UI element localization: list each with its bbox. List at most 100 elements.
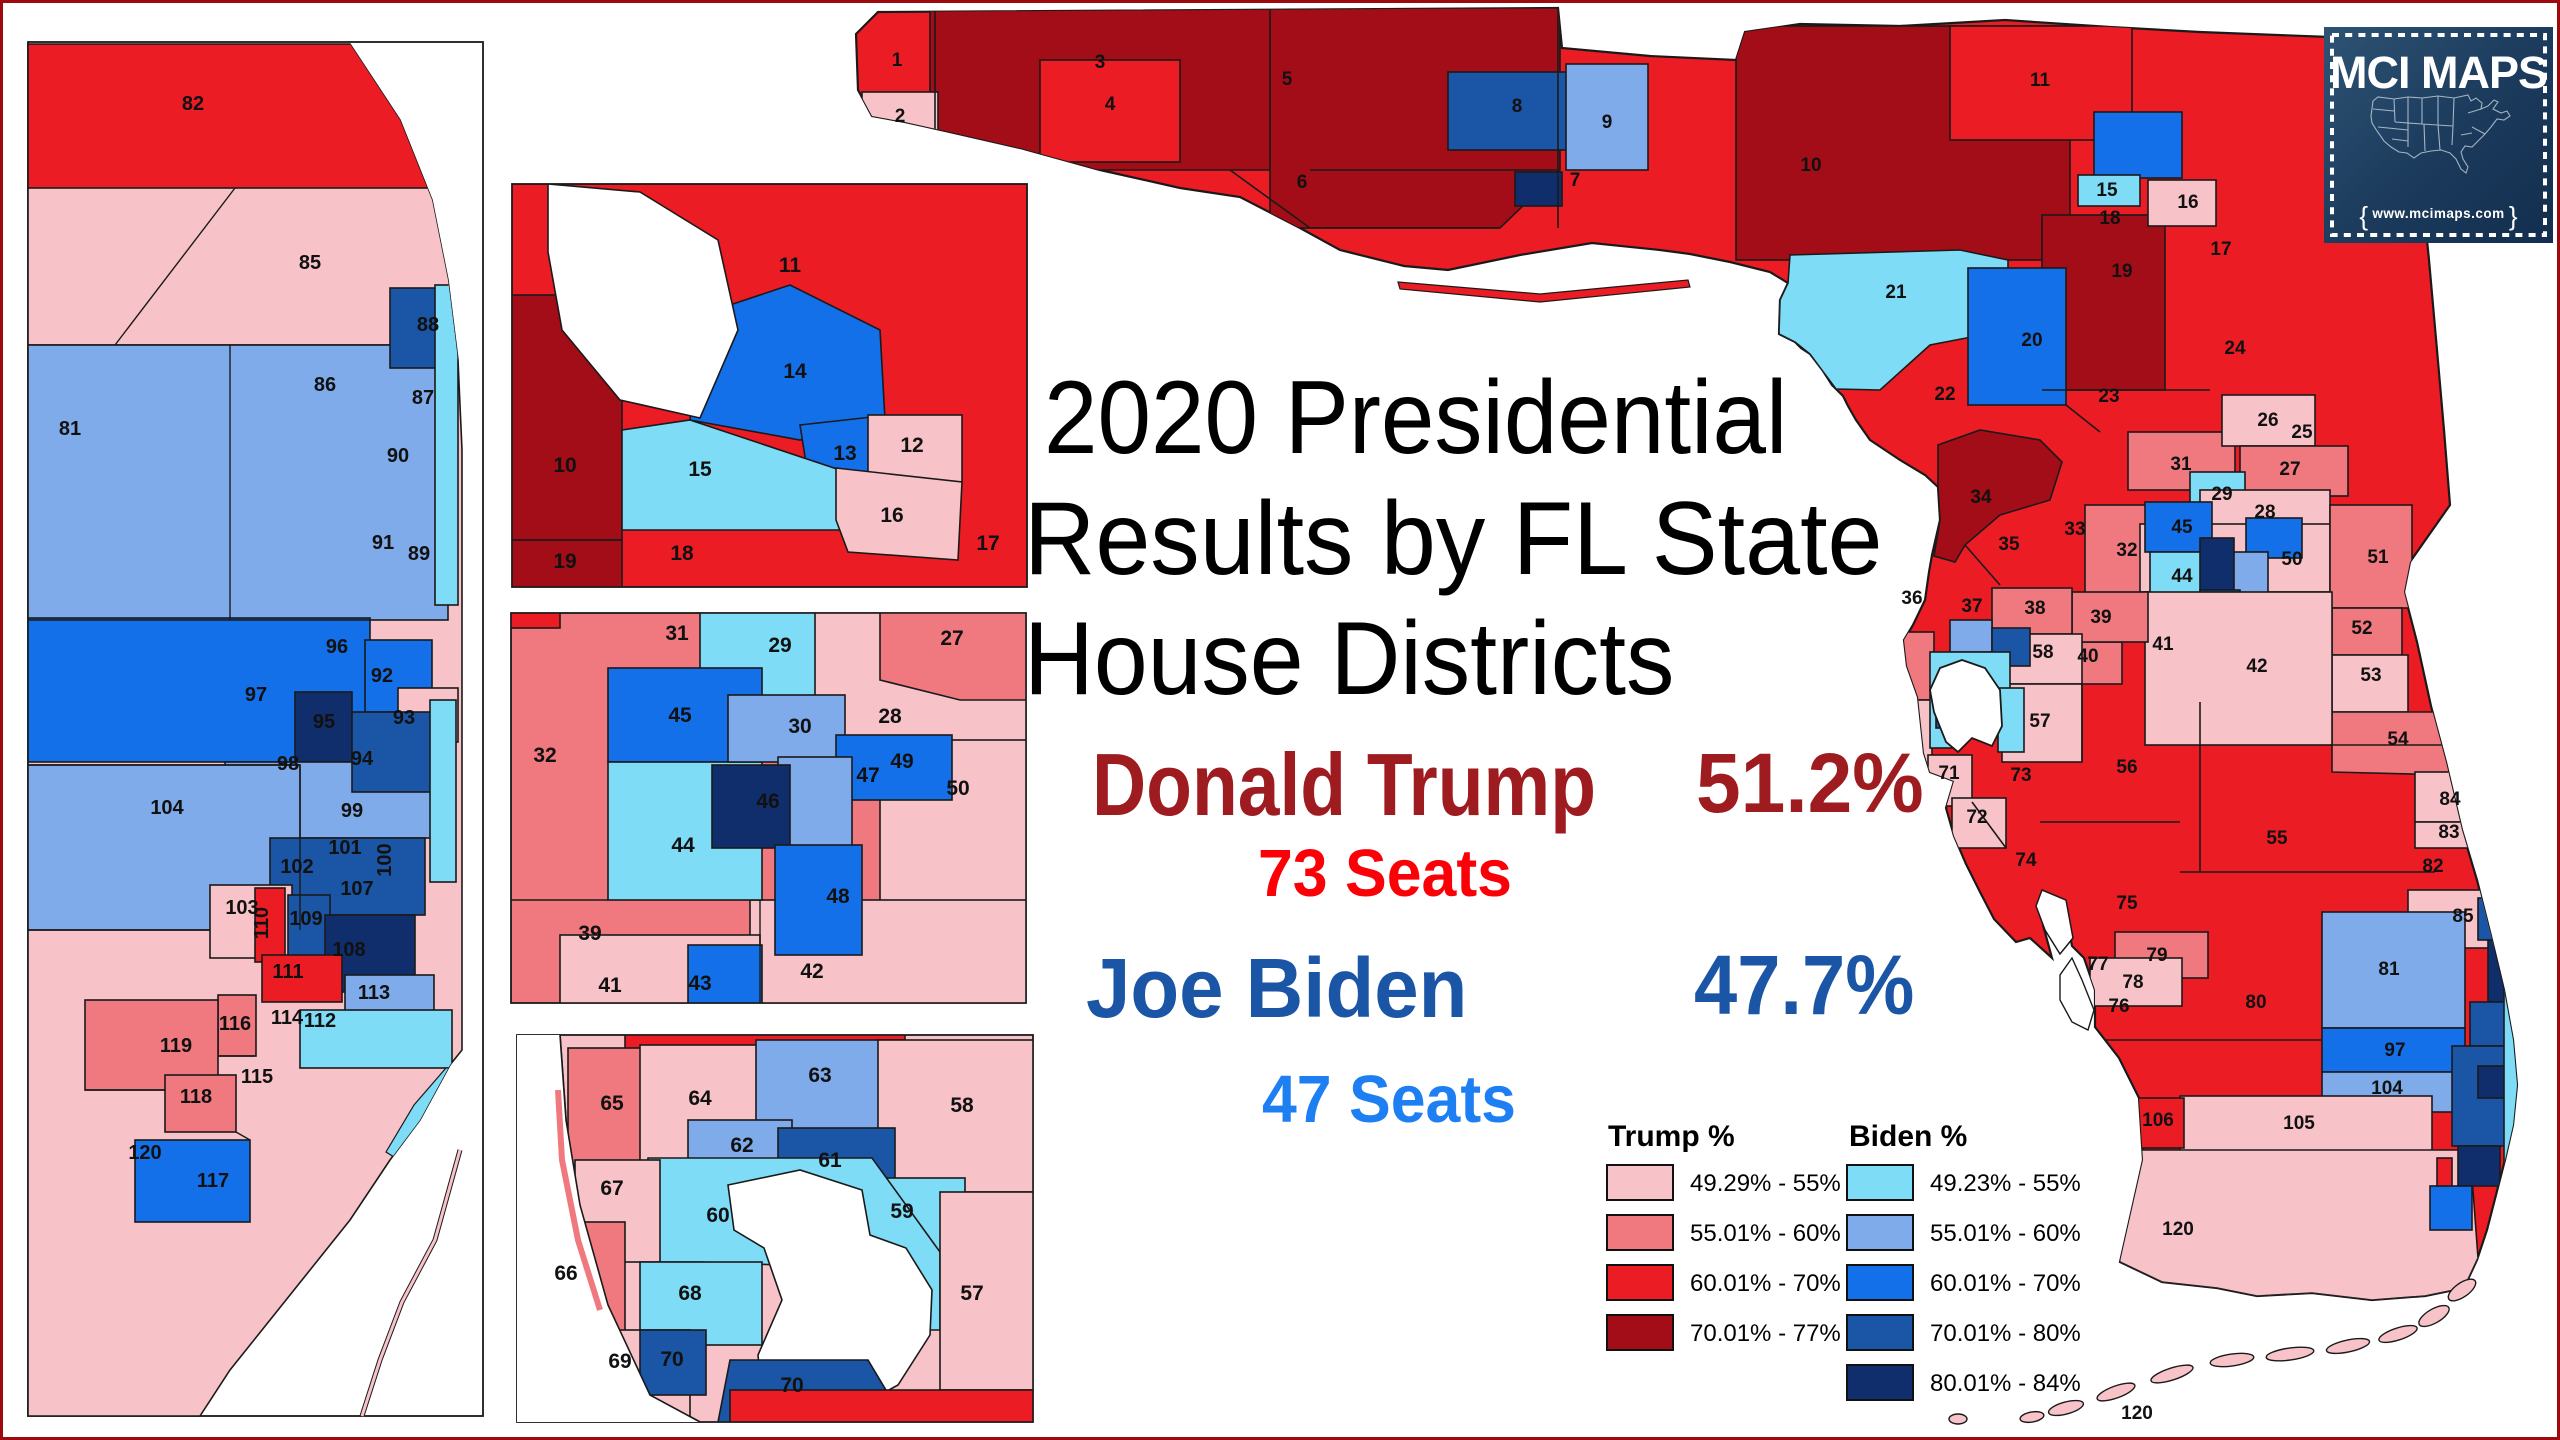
svg-text:44: 44 — [2171, 566, 2193, 587]
svg-text:42: 42 — [800, 960, 823, 983]
svg-text:104: 104 — [2371, 1078, 2403, 1099]
svg-text:98: 98 — [277, 753, 299, 775]
svg-text:48: 48 — [826, 885, 850, 908]
svg-text:17: 17 — [976, 532, 999, 555]
svg-text:57: 57 — [2029, 711, 2050, 732]
svg-text:109: 109 — [289, 908, 322, 930]
svg-text:33: 33 — [2064, 519, 2085, 540]
svg-text:55: 55 — [2266, 828, 2288, 849]
svg-text:69: 69 — [608, 1350, 631, 1373]
svg-text:4: 4 — [1105, 94, 1116, 115]
svg-text:52: 52 — [2351, 618, 2372, 639]
svg-text:27: 27 — [2279, 459, 2300, 480]
svg-text:84: 84 — [2439, 789, 2461, 810]
svg-text:5: 5 — [1282, 69, 1293, 90]
svg-text:51: 51 — [2367, 547, 2389, 568]
svg-text:105: 105 — [2283, 1113, 2315, 1134]
svg-text:30: 30 — [788, 715, 811, 738]
svg-text:79: 79 — [2146, 945, 2167, 966]
svg-text:2: 2 — [895, 106, 906, 127]
svg-text:10: 10 — [1800, 155, 1821, 176]
svg-text:47: 47 — [856, 764, 879, 787]
svg-text:32: 32 — [2116, 540, 2137, 561]
svg-text:10: 10 — [553, 454, 576, 477]
svg-text:106: 106 — [2142, 1110, 2174, 1131]
svg-text:36: 36 — [1901, 588, 1922, 609]
svg-text:39: 39 — [2090, 607, 2111, 628]
svg-text:41: 41 — [2152, 634, 2174, 655]
svg-text:100: 100 — [374, 843, 396, 876]
svg-text:74: 74 — [2015, 850, 2037, 871]
svg-text:40: 40 — [2077, 646, 2098, 667]
svg-text:12: 12 — [900, 434, 923, 457]
svg-text:97: 97 — [245, 684, 267, 706]
svg-text:39: 39 — [578, 922, 601, 945]
svg-text:102: 102 — [280, 856, 313, 878]
svg-text:26: 26 — [2257, 410, 2278, 431]
svg-text:94: 94 — [351, 748, 374, 770]
svg-text:50: 50 — [2281, 549, 2302, 570]
svg-text:115: 115 — [241, 1066, 273, 1088]
svg-text:32: 32 — [533, 744, 556, 767]
svg-text:82: 82 — [182, 93, 204, 115]
svg-text:101: 101 — [328, 837, 361, 859]
svg-text:38: 38 — [2024, 598, 2045, 619]
svg-text:23: 23 — [2098, 386, 2119, 407]
svg-text:29: 29 — [768, 634, 791, 657]
svg-text:22: 22 — [1934, 384, 1955, 405]
svg-text:44: 44 — [671, 834, 695, 857]
svg-text:116: 116 — [219, 1013, 251, 1035]
svg-text:15: 15 — [2096, 180, 2118, 201]
svg-text:6: 6 — [1297, 172, 1308, 193]
svg-text:68: 68 — [678, 1282, 702, 1305]
svg-text:97: 97 — [2384, 1040, 2405, 1061]
svg-text:45: 45 — [2171, 517, 2193, 538]
svg-text:82: 82 — [2422, 856, 2443, 877]
svg-text:15: 15 — [688, 458, 712, 481]
svg-text:120: 120 — [2121, 1403, 2153, 1424]
svg-text:93: 93 — [393, 707, 415, 729]
svg-text:70: 70 — [660, 1348, 683, 1371]
svg-text:71: 71 — [1938, 763, 1960, 784]
svg-text:57: 57 — [960, 1282, 983, 1305]
svg-text:28: 28 — [2254, 502, 2275, 523]
svg-text:21: 21 — [1885, 282, 1907, 303]
svg-text:64: 64 — [688, 1087, 712, 1110]
svg-text:107: 107 — [340, 878, 373, 900]
svg-text:77: 77 — [2087, 954, 2108, 975]
svg-text:46: 46 — [756, 790, 779, 813]
svg-text:54: 54 — [2387, 729, 2409, 750]
svg-text:50: 50 — [946, 777, 969, 800]
svg-text:103: 103 — [225, 897, 258, 919]
svg-text:65: 65 — [600, 1092, 624, 1115]
svg-text:67: 67 — [600, 1177, 623, 1200]
svg-text:53: 53 — [2360, 665, 2381, 686]
svg-text:34: 34 — [1970, 487, 1992, 508]
svg-text:78: 78 — [2122, 972, 2143, 993]
svg-text:8: 8 — [1512, 96, 1523, 117]
svg-text:29: 29 — [2211, 484, 2232, 505]
svg-text:99: 99 — [341, 800, 363, 822]
svg-text:66: 66 — [554, 1262, 577, 1285]
svg-text:58: 58 — [2032, 642, 2053, 663]
svg-text:72: 72 — [1966, 807, 1987, 828]
svg-text:9: 9 — [1602, 112, 1613, 133]
svg-text:31: 31 — [2170, 454, 2192, 475]
svg-text:27: 27 — [940, 627, 963, 650]
svg-text:62: 62 — [730, 1134, 753, 1157]
svg-text:18: 18 — [670, 542, 694, 565]
svg-text:43: 43 — [688, 972, 711, 995]
svg-text:108: 108 — [332, 939, 365, 961]
svg-text:61: 61 — [818, 1149, 842, 1172]
svg-text:20: 20 — [2021, 330, 2042, 351]
svg-text:19: 19 — [2111, 261, 2132, 282]
svg-text:16: 16 — [880, 504, 903, 527]
svg-text:85: 85 — [2452, 906, 2474, 927]
svg-text:95: 95 — [313, 711, 335, 733]
svg-text:91: 91 — [372, 532, 394, 554]
svg-text:49: 49 — [890, 750, 913, 773]
svg-text:110: 110 — [251, 907, 273, 939]
svg-text:7: 7 — [1570, 170, 1581, 191]
svg-text:31: 31 — [665, 622, 689, 645]
svg-text:119: 119 — [160, 1035, 192, 1057]
